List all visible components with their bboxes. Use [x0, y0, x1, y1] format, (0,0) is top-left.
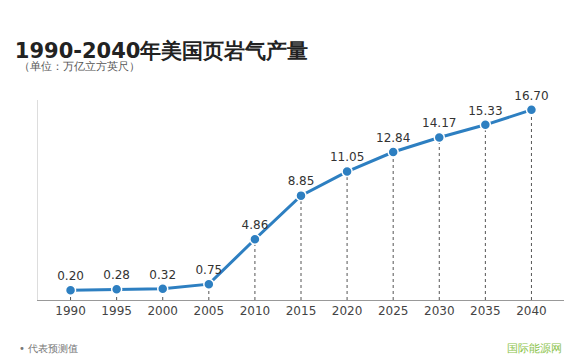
svg-text:• 代表预测值: • 代表预测值	[19, 343, 78, 354]
svg-text:0.32: 0.32	[149, 268, 176, 282]
svg-text:4.86: 4.86	[242, 218, 269, 232]
svg-text:2030: 2030	[424, 304, 455, 318]
svg-text:1995: 1995	[101, 304, 132, 318]
svg-text:16.70: 16.70	[514, 89, 548, 103]
svg-text:1990-2040年美国页岩气产量: 1990-2040年美国页岩气产量	[15, 39, 309, 63]
svg-text:0.28: 0.28	[103, 268, 130, 282]
svg-text:12.84: 12.84	[376, 131, 410, 145]
svg-text:14.17: 14.17	[422, 116, 456, 130]
svg-text:2000: 2000	[147, 304, 178, 318]
svg-text:（单位：万亿立方英尺）: （单位：万亿立方英尺）	[19, 60, 140, 73]
svg-text:2015: 2015	[286, 304, 317, 318]
svg-text:2010: 2010	[240, 304, 271, 318]
svg-text:1990: 1990	[55, 304, 86, 318]
svg-text:2005: 2005	[194, 304, 225, 318]
svg-text:2040: 2040	[516, 304, 547, 318]
svg-text:0.75: 0.75	[195, 263, 222, 277]
svg-text:2020: 2020	[332, 304, 363, 318]
svg-text:11.05: 11.05	[330, 150, 364, 164]
svg-text:2035: 2035	[470, 304, 501, 318]
svg-text:0.20: 0.20	[57, 269, 84, 283]
svg-text:2025: 2025	[378, 304, 409, 318]
svg-text:15.33: 15.33	[468, 104, 502, 118]
svg-text:国际能源网: 国际能源网	[507, 342, 562, 355]
svg-text:8.85: 8.85	[288, 174, 315, 188]
